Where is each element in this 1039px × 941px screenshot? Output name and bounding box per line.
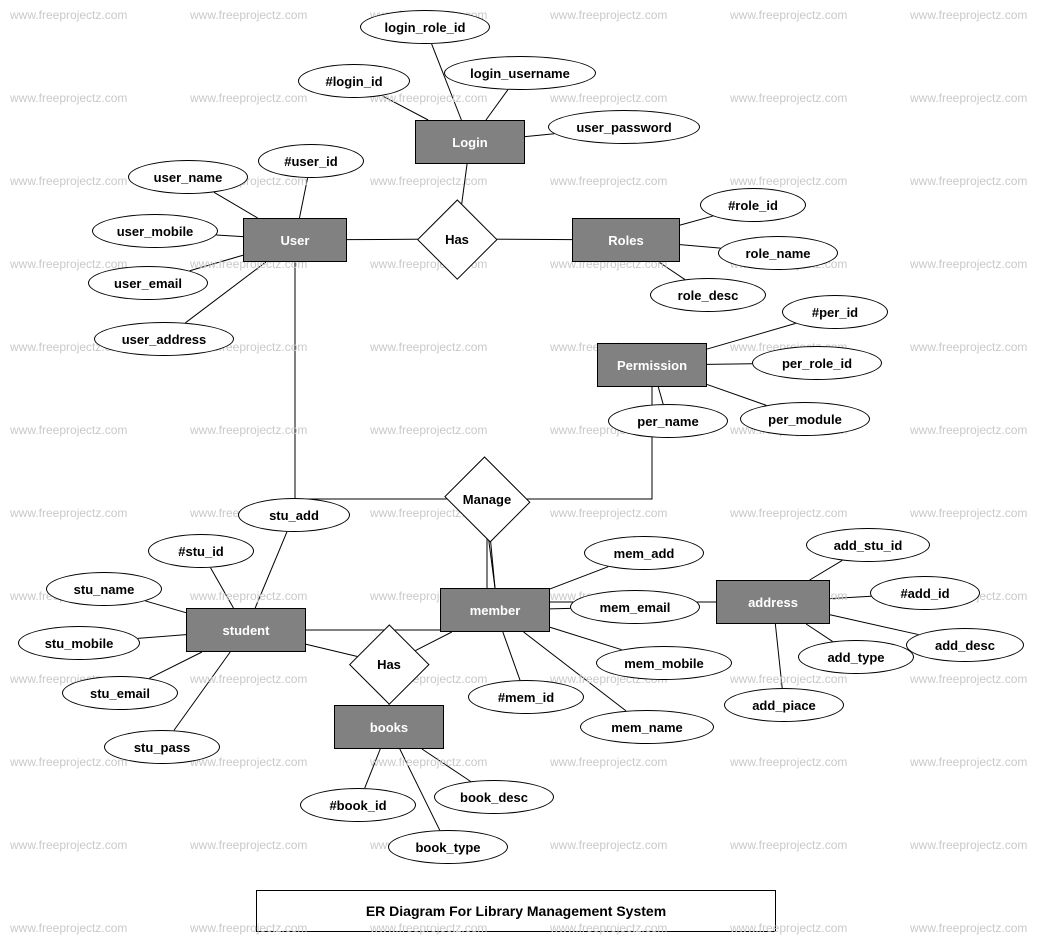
attribute-add_stu_id: add_stu_id bbox=[806, 528, 930, 562]
attribute-user_mobile: user_mobile bbox=[92, 214, 218, 248]
attribute-stu_name: stu_name bbox=[46, 572, 162, 606]
relationship-label: Manage bbox=[463, 492, 511, 507]
attribute-add_piace: add_piace bbox=[724, 688, 844, 722]
attribute-mem_name: mem_name bbox=[580, 710, 714, 744]
attribute-book_desc: book_desc bbox=[434, 780, 554, 814]
attribute-per_role_id: per_role_id bbox=[752, 346, 882, 380]
attribute-login_username: login_username bbox=[444, 56, 596, 90]
attribute-stu_pass: stu_pass bbox=[104, 730, 220, 764]
entity-roles: Roles bbox=[572, 218, 680, 262]
attribute-user_address: user_address bbox=[94, 322, 234, 356]
attribute-add_type: add_type bbox=[798, 640, 914, 674]
attribute-mem_id: #mem_id bbox=[468, 680, 584, 714]
attribute-stu_add: stu_add bbox=[238, 498, 350, 532]
attribute-book_type: book_type bbox=[388, 830, 508, 864]
entity-login: Login bbox=[415, 120, 525, 164]
attribute-user_email: user_email bbox=[88, 266, 208, 300]
relationship-label: Has bbox=[377, 657, 401, 672]
entity-member: member bbox=[440, 588, 550, 632]
attribute-user_name: user_name bbox=[128, 160, 248, 194]
diagram-title: ER Diagram For Library Management System bbox=[256, 890, 776, 932]
relationship-label: Has bbox=[445, 232, 469, 247]
attribute-role_id: #role_id bbox=[700, 188, 806, 222]
entity-user: User bbox=[243, 218, 347, 262]
attribute-stu_mobile: stu_mobile bbox=[18, 626, 140, 660]
attribute-role_name: role_name bbox=[718, 236, 838, 270]
attribute-role_desc: role_desc bbox=[650, 278, 766, 312]
attribute-per_name: per_name bbox=[608, 404, 728, 438]
relationship-has_top: Has bbox=[418, 200, 496, 278]
attribute-book_id: #book_id bbox=[300, 788, 416, 822]
entity-books: books bbox=[334, 705, 444, 749]
attribute-per_module: per_module bbox=[740, 402, 870, 436]
attribute-add_desc: add_desc bbox=[906, 628, 1024, 662]
relationship-manage: Manage bbox=[442, 460, 532, 538]
attribute-mem_mobile: mem_mobile bbox=[596, 646, 732, 680]
attribute-add_id: #add_id bbox=[870, 576, 980, 610]
attribute-mem_add: mem_add bbox=[584, 536, 704, 570]
attribute-user_id: #user_id bbox=[258, 144, 364, 178]
entity-permission: Permission bbox=[597, 343, 707, 387]
attribute-stu_id: #stu_id bbox=[148, 534, 254, 568]
entity-student: student bbox=[186, 608, 306, 652]
attribute-user_password: user_password bbox=[548, 110, 700, 144]
attribute-login_id: #login_id bbox=[298, 64, 410, 98]
attribute-per_id: #per_id bbox=[782, 295, 888, 329]
entity-address: address bbox=[716, 580, 830, 624]
relationship-has_left: Has bbox=[350, 625, 428, 703]
attribute-login_role_id: login_role_id bbox=[360, 10, 490, 44]
attribute-mem_email: mem_email bbox=[570, 590, 700, 624]
attribute-stu_email: stu_email bbox=[62, 676, 178, 710]
